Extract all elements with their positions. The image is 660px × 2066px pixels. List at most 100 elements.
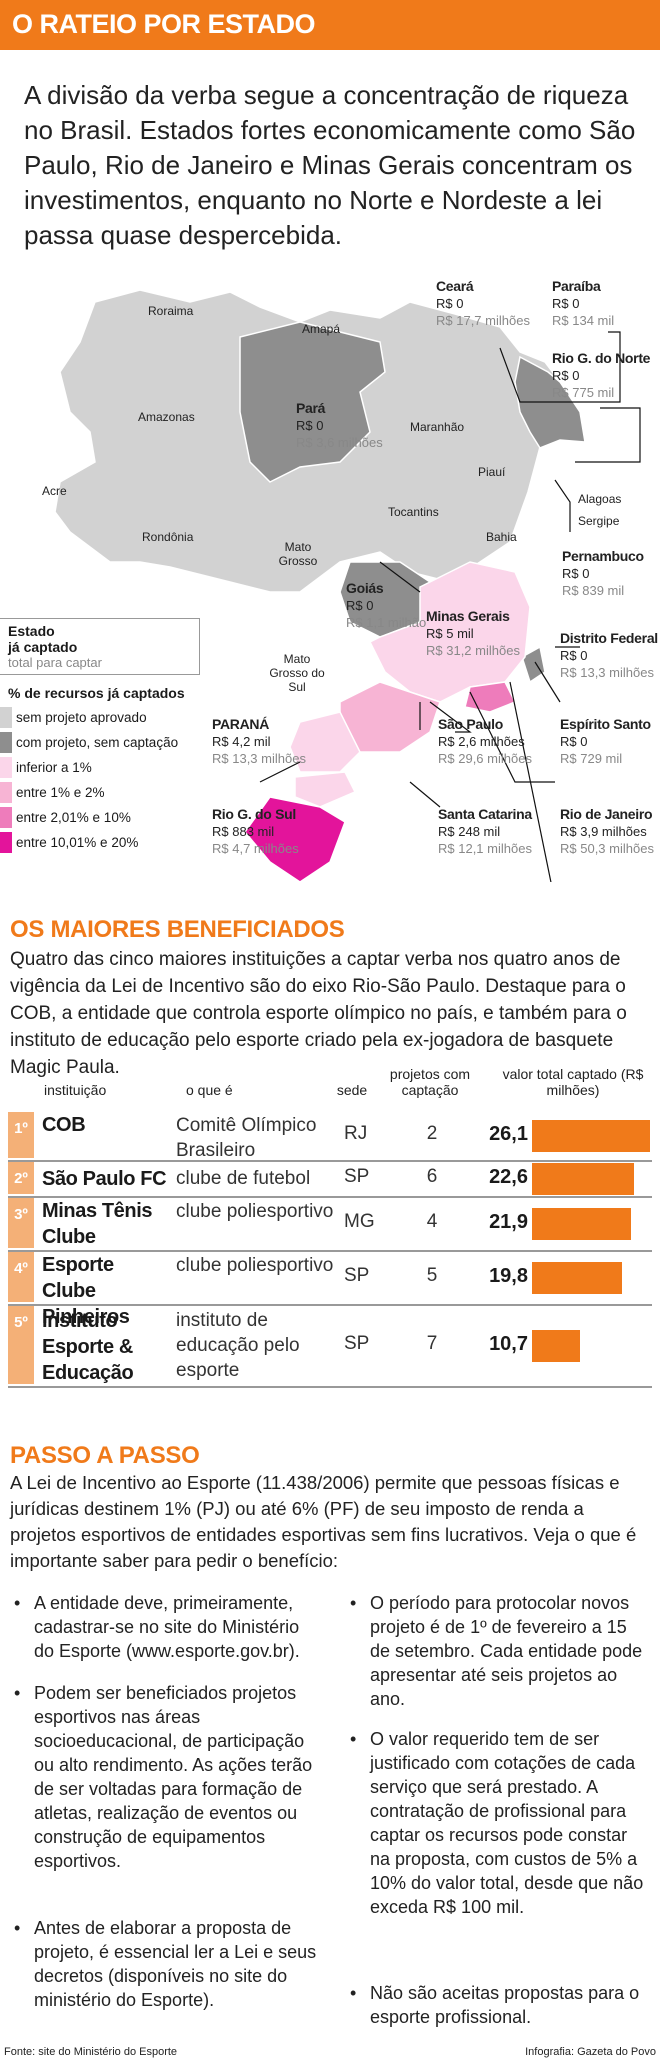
sede-value: SP: [344, 1333, 370, 1354]
sede-value: MG: [344, 1211, 375, 1232]
total-value: 19,8: [489, 1265, 528, 1287]
state-amount: R$ 0: [560, 648, 588, 663]
legend-heading: % de recursos já captados: [8, 685, 185, 701]
legend-item: entre 10,01% e 20%: [0, 830, 206, 855]
state-parana: PARANÁ R$ 4,2 mil R$ 13,3 milhões: [212, 716, 306, 767]
institution-type: Comitê Olímpico Brasileiro: [176, 1115, 317, 1161]
label-rondonia: Rondônia: [142, 530, 194, 544]
rank-badge: 2º: [8, 1162, 34, 1194]
leader-lines: [259, 331, 641, 882]
state-ceara: Ceará R$ 0 R$ 17,7 milhões: [436, 278, 530, 329]
total-value: 22,6: [489, 1166, 528, 1188]
state-name: Minas Gerais: [426, 608, 510, 624]
state-amount: R$ 0: [346, 598, 374, 613]
legend-swatch: [0, 707, 12, 728]
header-instituicao: instituição: [44, 1082, 107, 1098]
label-alagoas: Alagoas: [578, 492, 622, 506]
state-amount: R$ 5 mil: [426, 626, 474, 641]
total-value: 10,7: [489, 1333, 528, 1355]
legend-swatch: [0, 757, 12, 778]
state-name: Pará: [296, 400, 326, 416]
header-sede: sede: [336, 1082, 368, 1098]
state-name: Ceará: [436, 278, 474, 294]
state-total: R$ 13,3 milhões: [212, 751, 306, 766]
state-total: R$ 50,3 milhões: [560, 841, 654, 856]
list-item: Antes de elaborar a proposta de projeto,…: [14, 1916, 324, 2012]
label-acre: Acre: [42, 484, 67, 498]
footer-source: Fonte: site do Ministério do Esporte: [4, 2046, 178, 2058]
label-roraima: Roraima: [148, 304, 194, 318]
state-name: Pernambuco: [562, 548, 644, 564]
state-total: R$ 729 mil: [560, 751, 623, 766]
legend-label: entre 2,01% e 10%: [16, 810, 131, 825]
header-projetos: projetos com captação: [389, 1066, 471, 1098]
state-amount: R$ 0: [560, 734, 588, 749]
legend-label: com projeto, sem captação: [16, 735, 179, 750]
label-mato-grosso-do-sul: Mato Grosso do Sul: [269, 652, 325, 694]
state-amount: R$ 0: [296, 418, 324, 433]
legend-label: entre 1% e 2%: [16, 785, 105, 800]
label-sergipe: Sergipe: [578, 514, 620, 528]
state-distrito-federal: Distrito Federal R$ 0 R$ 13,3 milhões: [560, 630, 658, 681]
state-espirito-santo: Espírito Santo R$ 0 R$ 729 mil: [560, 716, 651, 767]
institution-name: Minas Tênis Clube: [42, 1200, 153, 1248]
value-bar: [532, 1330, 580, 1362]
legend-item: sem projeto aprovado: [0, 705, 206, 730]
table-row: 3º Minas Tênis Clube clube poliesportivo MG…: [8, 1198, 652, 1252]
institution-type: clube poliesportivo: [176, 1201, 334, 1222]
table-row: 1º COB Comitê Olímpico Brasileiro RJ 2 26,1: [8, 1112, 652, 1162]
state-rio-de-janeiro: Rio de Janeiro R$ 3,9 milhões R$ 50,3 mi…: [560, 806, 654, 857]
institution-name: São Paulo FC: [42, 1168, 167, 1190]
value-bar: [532, 1262, 622, 1294]
sede-value: SP: [344, 1265, 370, 1286]
legend-label: entre 10,01% e 20%: [16, 835, 139, 850]
state-sao-paulo: São Paulo R$ 2,6 milhões R$ 29,6 milhões: [438, 716, 532, 767]
institution-name: Esporte Clube Pinheiros: [42, 1254, 130, 1328]
state-shape-para: [239, 321, 386, 483]
legend-item: com projeto, sem captação: [0, 730, 206, 755]
legend-key-total: total para captar: [8, 655, 102, 670]
state-amount: R$ 0: [562, 566, 590, 581]
state-amount: R$ 0: [552, 368, 580, 383]
rank-badge: 4º: [8, 1252, 34, 1302]
legend-key: Estado já captado total para captar: [0, 618, 200, 675]
state-shape-santacatarina: [294, 771, 357, 808]
legend-label: sem projeto aprovado: [16, 710, 147, 725]
legend-label: inferior a 1%: [16, 760, 92, 775]
section-banner: O RATEIO POR ESTADO: [0, 0, 660, 50]
state-amount: R$ 0: [552, 296, 580, 311]
projects-value: 7: [426, 1333, 438, 1354]
state-name: Espírito Santo: [560, 716, 651, 732]
sede-value: SP: [344, 1166, 370, 1187]
state-shape-es: [521, 645, 546, 684]
state-total: R$ 3,6 milhões: [296, 435, 383, 450]
page-title: O RATEIO POR ESTADO: [12, 9, 316, 39]
value-bar: [532, 1120, 650, 1152]
legend-item: entre 2,01% e 10%: [0, 805, 206, 830]
state-total: R$ 775 mil: [552, 385, 615, 400]
state-name: Paraíba: [552, 278, 601, 294]
legend-item: entre 1% e 2%: [0, 780, 206, 805]
map-graphic: [54, 289, 641, 882]
rank-badge: 1º: [8, 1112, 34, 1158]
state-para: Pará R$ 0 R$ 3,6 milhões: [296, 400, 383, 451]
state-total: R$ 29,6 milhões: [438, 751, 532, 766]
institution-type: instituto de educação pelo esporte: [176, 1310, 300, 1381]
label-bahia: Bahia: [486, 530, 517, 544]
label-amazonas: Amazonas: [138, 410, 195, 424]
label-maranhao: Maranhão: [410, 420, 465, 434]
state-name: São Paulo: [438, 716, 503, 732]
legend-key-captado: já captado: [8, 639, 78, 655]
legend-swatch: [0, 782, 12, 803]
state-paraiba: Paraíba R$ 0 R$ 134 mil: [552, 278, 614, 329]
table-row: 5º Instituto Esporte & Educação instituto …: [8, 1306, 652, 1388]
projects-value: 5: [426, 1265, 438, 1286]
institution-type: clube poliesportivo: [176, 1255, 334, 1276]
projects-value: 2: [426, 1123, 438, 1144]
state-total: R$ 134 mil: [552, 313, 615, 328]
state-goias: Goiás R$ 0 R$ 1,1 milhão: [346, 580, 426, 631]
header-valor: valor total captado (R$ milhões): [502, 1066, 644, 1098]
institution-name: Instituto Esporte & Educação: [42, 1310, 134, 1384]
list-item: Não são aceitas propostas para o esporte…: [350, 1981, 648, 2029]
state-total: R$ 31,2 milhões: [426, 643, 520, 658]
